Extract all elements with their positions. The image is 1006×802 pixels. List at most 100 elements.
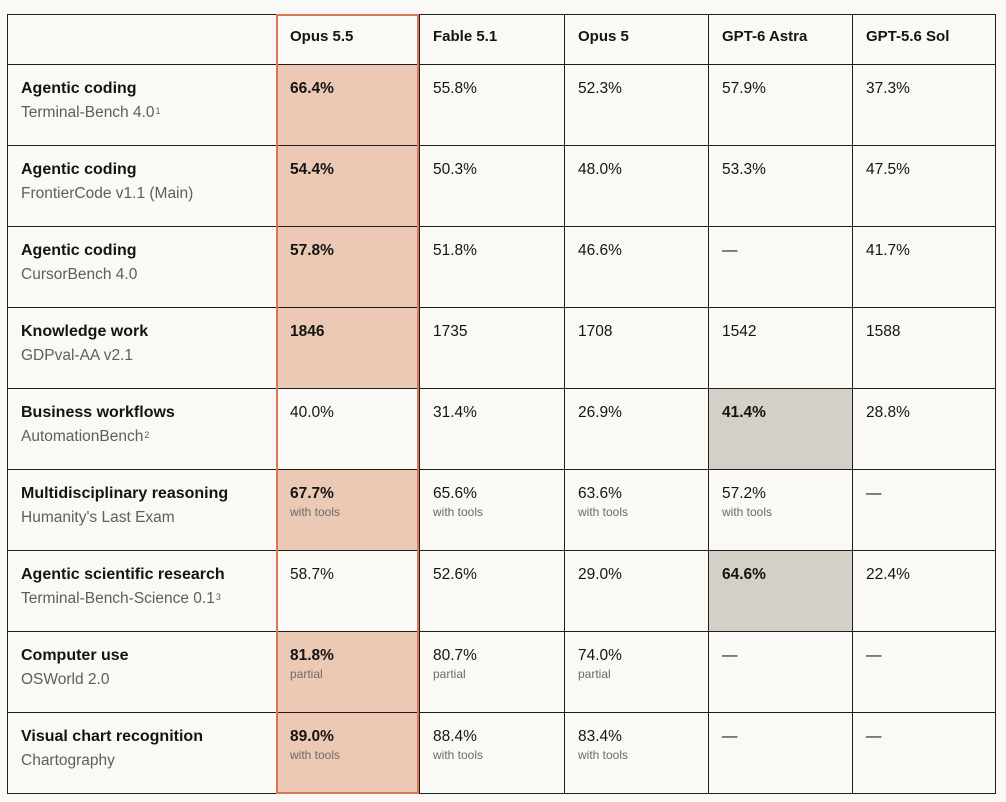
benchmark-name-text: Humanity's Last Exam: [21, 509, 175, 526]
value-label: —: [722, 728, 738, 745]
benchmark-name-text: CursorBench 4.0: [21, 266, 138, 283]
value-label: 55.8%: [433, 80, 477, 97]
table-header-row: Opus 5.5 Fable 5.1 Opus 5 GPT-6 Astra GP…: [7, 14, 996, 65]
value-label: 67.7%: [290, 485, 334, 502]
category-label: Agentic scientific research: [21, 566, 225, 583]
value-note: with tools: [290, 505, 341, 519]
benchmark-name-text: AutomationBench: [21, 428, 144, 445]
benchmark-name: Terminal-Bench 4.01: [21, 103, 263, 123]
value-cell-gpt-5-6-sol: 22.4%: [853, 551, 996, 631]
value-cell-opus-5-5: 67.7% with tools: [277, 470, 420, 550]
value-label: 48.0%: [578, 161, 622, 178]
value-cell-gpt-6-astra: 53.3%: [709, 146, 853, 226]
value-cell-fable-5-1: 80.7% partial: [420, 632, 565, 712]
value-label: 52.3%: [578, 80, 622, 97]
value-label: 51.8%: [433, 242, 477, 259]
value-note: with tools: [290, 748, 341, 762]
benchmark-name-text: GDPval-AA v2.1: [21, 347, 133, 364]
category-label: Visual chart recognition: [21, 728, 203, 745]
row-label-cell: Agentic coding FrontierCode v1.1 (Main): [7, 146, 277, 226]
value-cell-fable-5-1: 51.8%: [420, 227, 565, 307]
value-label: 1735: [433, 323, 468, 340]
benchmark-name: Chartography: [21, 751, 263, 771]
value-label: 47.5%: [866, 161, 910, 178]
value-cell-gpt-6-astra: —: [709, 713, 853, 793]
value-cell-gpt-5-6-sol: 41.7%: [853, 227, 996, 307]
value-cell-gpt-6-astra: 57.9%: [709, 65, 853, 145]
value-note: partial: [578, 667, 611, 681]
footnote-marker: 2: [144, 430, 150, 440]
value-label: 1708: [578, 323, 613, 340]
value-label: 83.4%: [578, 728, 622, 745]
value-label: 89.0%: [290, 728, 334, 745]
value-cell-gpt-5-6-sol: 47.5%: [853, 146, 996, 226]
value-cell-gpt-6-astra: 41.4%: [709, 389, 853, 469]
value-label: —: [866, 647, 882, 664]
value-label: 41.7%: [866, 242, 910, 259]
row-label-cell: Knowledge work GDPval-AA v2.1: [7, 308, 277, 388]
category-label: Agentic coding: [21, 80, 137, 97]
value-label: 41.4%: [722, 404, 766, 421]
value-note: with tools: [722, 505, 773, 519]
category-label: Business workflows: [21, 404, 175, 421]
value-label: 52.6%: [433, 566, 477, 583]
category-label: Multidisciplinary reasoning: [21, 485, 229, 502]
value-cell-gpt-6-astra: 1542: [709, 308, 853, 388]
value-label: 53.3%: [722, 161, 766, 178]
value-cell-fable-5-1: 52.6%: [420, 551, 565, 631]
value-label: —: [866, 485, 882, 502]
row-label-cell: Visual chart recognition Chartography: [7, 713, 277, 793]
value-cell-gpt-6-astra: —: [709, 632, 853, 712]
value-label: 31.4%: [433, 404, 477, 421]
header-cell-empty: [7, 15, 277, 64]
benchmark-name-text: OSWorld 2.0: [21, 671, 110, 688]
value-cell-gpt-6-astra: —: [709, 227, 853, 307]
value-label: 57.8%: [290, 242, 334, 259]
value-cell-opus-5: 83.4% with tools: [565, 713, 709, 793]
value-label: 88.4%: [433, 728, 477, 745]
value-cell-gpt-5-6-sol: 28.8%: [853, 389, 996, 469]
value-label: 1542: [722, 323, 757, 340]
row-label-cell: Business workflows AutomationBench2: [7, 389, 277, 469]
value-cell-opus-5: 46.6%: [565, 227, 709, 307]
value-label: 26.9%: [578, 404, 622, 421]
row-label-cell: Agentic scientific research Terminal-Benc…: [7, 551, 277, 631]
value-cell-gpt-5-6-sol: —: [853, 470, 996, 550]
table-row: Visual chart recognition Chartography 89.0…: [7, 713, 996, 794]
value-cell-gpt-6-astra: 57.2% with tools: [709, 470, 853, 550]
value-cell-fable-5-1: 1735: [420, 308, 565, 388]
value-note: with tools: [433, 505, 484, 519]
benchmark-name: FrontierCode v1.1 (Main): [21, 184, 263, 204]
header-cell-opus-5-5: Opus 5.5: [277, 15, 420, 64]
value-cell-opus-5-5: 40.0%: [277, 389, 420, 469]
value-label: 54.4%: [290, 161, 334, 178]
value-note: with tools: [578, 505, 629, 519]
value-label: 57.9%: [722, 80, 766, 97]
table-row: Agentic coding Terminal-Bench 4.01 66.4% 55…: [7, 65, 996, 146]
value-label: 63.6%: [578, 485, 622, 502]
value-label: 28.8%: [866, 404, 910, 421]
value-cell-opus-5: 74.0% partial: [565, 632, 709, 712]
benchmark-name: CursorBench 4.0: [21, 265, 263, 285]
value-label: 29.0%: [578, 566, 622, 583]
benchmark-name-text: FrontierCode v1.1 (Main): [21, 185, 194, 202]
table-row: Agentic coding CursorBench 4.0 57.8% 51.8% 4…: [7, 227, 996, 308]
benchmark-table: Opus 5.5 Fable 5.1 Opus 5 GPT-6 Astra GP…: [7, 14, 996, 794]
value-cell-gpt-5-6-sol: 37.3%: [853, 65, 996, 145]
value-label: —: [866, 728, 882, 745]
benchmark-name: OSWorld 2.0: [21, 670, 263, 690]
benchmark-name: Terminal-Bench-Science 0.13: [21, 589, 263, 609]
value-cell-gpt-5-6-sol: 1588: [853, 308, 996, 388]
value-cell-fable-5-1: 88.4% with tools: [420, 713, 565, 793]
row-label-cell: Multidisciplinary reasoning Humanity's La…: [7, 470, 277, 550]
category-label: Computer use: [21, 647, 129, 664]
value-label: 50.3%: [433, 161, 477, 178]
value-cell-opus-5-5: 58.7%: [277, 551, 420, 631]
value-cell-opus-5: 63.6% with tools: [565, 470, 709, 550]
value-cell-opus-5: 1708: [565, 308, 709, 388]
value-cell-opus-5-5: 57.8%: [277, 227, 420, 307]
header-cell-gpt-5-6-sol: GPT-5.6 Sol: [853, 15, 996, 64]
table-row: Business workflows AutomationBench2 40.0% 3…: [7, 389, 996, 470]
category-label: Knowledge work: [21, 323, 149, 340]
value-note: with tools: [578, 748, 629, 762]
